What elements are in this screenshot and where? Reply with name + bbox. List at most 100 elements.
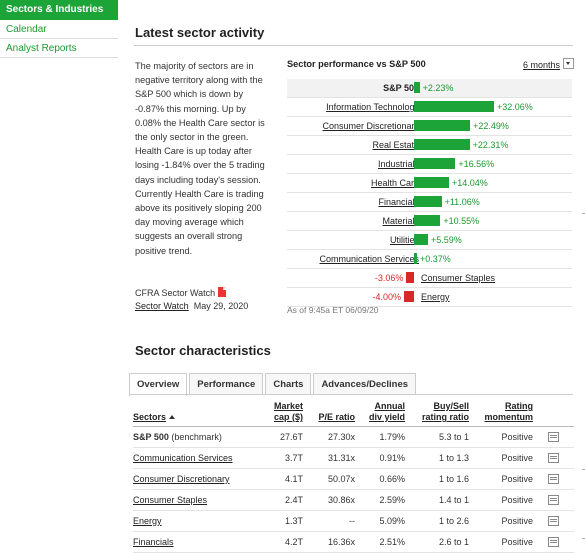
table-report-icon[interactable] — [548, 452, 559, 463]
sidebar-item-sectors-industries[interactable]: Sectors & Industries — [0, 0, 118, 20]
table-report-icon[interactable] — [548, 494, 559, 505]
tab-bar: Overview Performance Charts Advances/Dec… — [129, 373, 418, 396]
table-cell-buy-sell: 2.6 to 1 — [405, 531, 469, 553]
col-market-cap[interactable]: Market cap ($) — [255, 401, 303, 427]
table-cell-buy-sell: 1 to 1.6 — [405, 468, 469, 490]
sidebar-item-calendar[interactable]: Calendar — [0, 20, 118, 39]
table-report-icon[interactable] — [548, 515, 559, 526]
tab-advances-declines[interactable]: Advances/Declines — [313, 373, 417, 395]
performance-row: Real Estate +22.31% — [287, 136, 572, 155]
performance-row-sector[interactable]: Industrials — [377, 159, 419, 169]
col-sectors[interactable]: Sectors — [133, 401, 255, 427]
pdf-icon[interactable] — [218, 287, 227, 297]
col-rating-momentum-line2: momentum — [484, 412, 533, 422]
performance-bar — [414, 139, 470, 150]
sector-name: Financials — [133, 537, 174, 547]
col-pe-ratio[interactable]: P/E ratio — [303, 401, 355, 427]
table-cell-buy-sell: 1 to 2.6 — [405, 510, 469, 532]
table-cell-buy-sell: 1 to 1.3 — [405, 447, 469, 469]
table-cell-market-cap: 3.7T — [255, 447, 303, 469]
col-buy-sell-line2: rating ratio — [421, 412, 469, 422]
sector-name: Consumer Discretionary — [133, 474, 230, 484]
performance-bar — [406, 272, 414, 283]
table-cell-div-yield: 2.59% — [355, 489, 405, 511]
table-cell-action — [533, 510, 574, 532]
table-cell-pe-ratio: 50.07x — [303, 468, 355, 490]
sector-watch-link[interactable]: Sector Watch — [135, 301, 189, 311]
table-cell-sector[interactable]: Consumer Staples — [133, 489, 255, 511]
sidebar-item-analyst-reports[interactable]: Analyst Reports — [0, 39, 118, 58]
scroll-tick — [582, 469, 585, 470]
table-cell-sector[interactable]: Communication Services — [133, 447, 255, 469]
table-cell-pe-ratio: -- — [303, 510, 355, 532]
table-cell-sector[interactable]: Financials — [133, 531, 255, 553]
performance-value: +22.31% — [472, 140, 509, 150]
performance-row-sector[interactable]: Consumer Staples — [421, 273, 496, 283]
table-cell-rating-momentum: Positive — [469, 510, 533, 532]
tab-overview[interactable]: Overview — [129, 373, 188, 396]
col-buy-sell-line1: Buy/Sell — [433, 401, 469, 411]
table-cell-buy-sell: 1.4 to 1 — [405, 489, 469, 511]
performance-value: +2.23% — [422, 83, 454, 93]
period-select[interactable]: 6 months — [523, 58, 575, 70]
table-body: S&P 500 (benchmark) 27.6T 27.30x 1.79% 5.3 t… — [133, 426, 574, 553]
performance-row-sector[interactable]: Materials — [382, 216, 419, 226]
performance-row-sector[interactable]: Utilities — [389, 235, 419, 245]
performance-row-sector[interactable]: Real Estate — [372, 140, 419, 150]
performance-value: +10.55% — [443, 216, 480, 226]
table-cell-pe-ratio: 31.31x — [303, 447, 355, 469]
table-cell-pe-ratio: 27.30x — [303, 426, 355, 448]
cfra-label: CFRA Sector Watch — [135, 288, 216, 298]
table-cell-rating-momentum: Positive — [469, 531, 533, 553]
performance-value: +16.56% — [458, 159, 495, 169]
performance-row-sector[interactable]: Health Care — [370, 178, 419, 188]
table-cell-sector[interactable]: Energy — [133, 510, 255, 532]
performance-row-sector[interactable]: Consumer Discretionary — [322, 121, 419, 131]
col-buy-sell[interactable]: Buy/Sell rating ratio — [405, 401, 469, 427]
period-value: 6 months — [523, 60, 561, 70]
performance-value: -4.00% — [372, 292, 402, 302]
table-row: Consumer Discretionary 4.1T 50.07x 0.66% 1 t… — [133, 468, 574, 490]
performance-bar — [414, 158, 456, 169]
sector-name: Consumer Staples — [133, 495, 208, 505]
col-div-yield[interactable]: Annual div yield — [355, 401, 405, 427]
performance-bar — [414, 253, 417, 264]
performance-row: -4.00% Energy — [287, 288, 572, 307]
table-cell-rating-momentum: Positive — [469, 489, 533, 511]
tab-charts[interactable]: Charts — [265, 373, 312, 395]
table-cell-market-cap: 1.3T — [255, 510, 303, 532]
col-rating-momentum[interactable]: Rating momentum — [469, 401, 533, 427]
scroll-tick — [582, 213, 585, 214]
table-report-icon[interactable] — [548, 431, 559, 442]
scroll-tick — [582, 538, 585, 539]
performance-value: +22.49% — [473, 121, 509, 131]
performance-bar — [404, 291, 414, 302]
chevron-down-icon[interactable] — [563, 58, 575, 69]
tab-performance[interactable]: Performance — [189, 373, 264, 395]
performance-bar — [414, 215, 441, 226]
table-cell-sector: S&P 500 (benchmark) — [133, 426, 255, 448]
performance-bar — [414, 82, 420, 93]
performance-row-sector[interactable]: Communication Services — [319, 254, 419, 264]
table-report-icon[interactable] — [548, 536, 559, 547]
performance-row: Communication Services +0.37% — [287, 250, 572, 269]
divider — [134, 45, 573, 46]
table-cell-buy-sell: 5.3 to 1 — [405, 426, 469, 448]
col-div-yield-line1: Annual — [374, 401, 406, 411]
table-cell-sector[interactable]: Consumer Discretionary — [133, 468, 255, 490]
table-cell-div-yield: 1.79% — [355, 426, 405, 448]
performance-row: S&P 500 +2.23% — [287, 79, 572, 98]
table-cell-action — [533, 426, 574, 448]
sector-characteristics-title: Sector characteristics — [135, 343, 271, 358]
performance-row-sector[interactable]: Information Technology — [326, 102, 419, 112]
performance-row: Industrials +16.56% — [287, 155, 572, 174]
performance-row-sector[interactable]: Energy — [421, 292, 450, 302]
performance-value: +11.06% — [444, 197, 480, 207]
table-cell-rating-momentum: Positive — [469, 447, 533, 469]
performance-value: +0.37% — [420, 254, 451, 264]
table-report-icon[interactable] — [548, 473, 559, 484]
performance-row-sector[interactable]: Financials — [378, 197, 419, 207]
performance-bar — [414, 177, 450, 188]
sector-characteristics-table: Sectors Market cap ($) P/E ratio Annual di… — [133, 401, 574, 553]
